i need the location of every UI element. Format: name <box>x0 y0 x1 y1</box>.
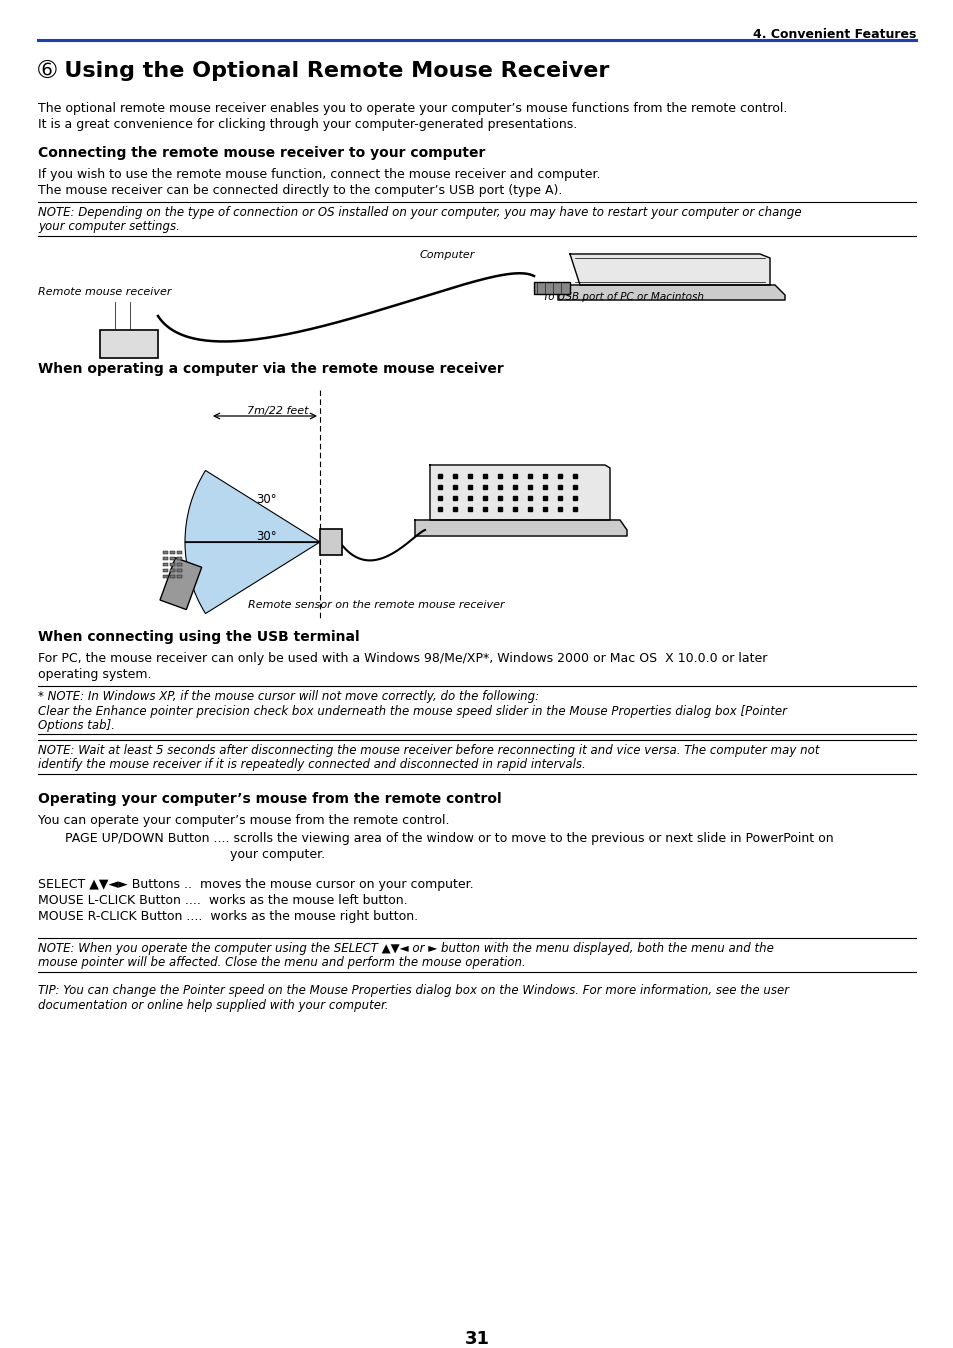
Text: your computer settings.: your computer settings. <box>38 220 180 233</box>
Text: identify the mouse receiver if it is repeatedly connected and disconnected in ra: identify the mouse receiver if it is rep… <box>38 758 585 771</box>
Text: Remote mouse receiver: Remote mouse receiver <box>38 287 172 297</box>
Bar <box>160 558 201 609</box>
Bar <box>177 569 182 572</box>
Text: To USB port of PC or Macintosh: To USB port of PC or Macintosh <box>542 293 703 302</box>
Text: mouse pointer will be affected. Close the menu and perform the mouse operation.: mouse pointer will be affected. Close th… <box>38 956 525 969</box>
Text: operating system.: operating system. <box>38 669 152 681</box>
Wedge shape <box>185 542 319 613</box>
Text: SELECT ▲▼◄► Buttons ..  moves the mouse cursor on your computer.: SELECT ▲▼◄► Buttons .. moves the mouse c… <box>38 878 473 891</box>
Bar <box>100 330 158 359</box>
Text: Clear the Enhance pointer precision check box underneath the mouse speed slider : Clear the Enhance pointer precision chec… <box>38 705 786 718</box>
Text: You can operate your computer’s mouse from the remote control.: You can operate your computer’s mouse fr… <box>38 814 449 828</box>
Text: If you wish to use the remote mouse function, connect the mouse receiver and com: If you wish to use the remote mouse func… <box>38 168 599 181</box>
Text: your computer.: your computer. <box>230 848 325 861</box>
Bar <box>163 569 168 572</box>
Text: Operating your computer’s mouse from the remote control: Operating your computer’s mouse from the… <box>38 793 501 806</box>
Text: 4. Convenient Features: 4. Convenient Features <box>752 28 915 40</box>
Text: It is a great convenience for clicking through your computer-generated presentat: It is a great convenience for clicking t… <box>38 119 577 131</box>
Text: When operating a computer via the remote mouse receiver: When operating a computer via the remote… <box>38 363 503 376</box>
Text: TIP: You can change the Pointer speed on the Mouse Properties dialog box on the : TIP: You can change the Pointer speed on… <box>38 984 788 998</box>
Bar <box>534 282 569 294</box>
Text: 31: 31 <box>464 1330 489 1348</box>
Bar <box>177 574 182 578</box>
Text: 30°: 30° <box>255 530 276 543</box>
Text: 7m/22 feet: 7m/22 feet <box>247 406 308 417</box>
Text: MOUSE L-CLICK Button ....  works as the mouse left button.: MOUSE L-CLICK Button .... works as the m… <box>38 894 407 907</box>
Polygon shape <box>558 284 784 301</box>
Bar <box>170 562 174 566</box>
Text: Connecting the remote mouse receiver to your computer: Connecting the remote mouse receiver to … <box>38 146 485 160</box>
Text: ➅ Using the Optional Remote Mouse Receiver: ➅ Using the Optional Remote Mouse Receiv… <box>38 61 609 81</box>
Text: Remote sensor on the remote mouse receiver: Remote sensor on the remote mouse receiv… <box>248 600 504 611</box>
Bar <box>163 562 168 566</box>
Text: 30°: 30° <box>255 493 276 506</box>
Bar <box>177 557 182 559</box>
Bar <box>170 557 174 559</box>
Polygon shape <box>430 465 609 520</box>
Bar <box>319 528 341 555</box>
Text: Computer: Computer <box>419 249 475 260</box>
Text: The optional remote mouse receiver enables you to operate your computer’s mouse : The optional remote mouse receiver enabl… <box>38 102 786 115</box>
Bar <box>177 562 182 566</box>
Polygon shape <box>569 253 769 284</box>
Bar <box>170 550 174 554</box>
Bar <box>170 574 174 578</box>
Wedge shape <box>185 470 319 542</box>
Text: The mouse receiver can be connected directly to the computer’s USB port (type A): The mouse receiver can be connected dire… <box>38 183 561 197</box>
Text: MOUSE R-CLICK Button ....  works as the mouse right button.: MOUSE R-CLICK Button .... works as the m… <box>38 910 417 923</box>
Bar <box>170 569 174 572</box>
Bar <box>163 557 168 559</box>
Text: NOTE: Wait at least 5 seconds after disconnecting the mouse receiver before reco: NOTE: Wait at least 5 seconds after disc… <box>38 744 819 758</box>
Text: documentation or online help supplied with your computer.: documentation or online help supplied wi… <box>38 999 388 1012</box>
Text: For PC, the mouse receiver can only be used with a Windows 98/Me/XP*, Windows 20: For PC, the mouse receiver can only be u… <box>38 652 766 665</box>
Text: Options tab].: Options tab]. <box>38 718 115 732</box>
Polygon shape <box>415 520 626 537</box>
Text: PAGE UP/DOWN Button .... scrolls the viewing area of the window or to move to th: PAGE UP/DOWN Button .... scrolls the vie… <box>65 832 833 845</box>
Text: NOTE: Depending on the type of connection or OS installed on your computer, you : NOTE: Depending on the type of connectio… <box>38 206 801 218</box>
Bar <box>163 574 168 578</box>
Bar <box>177 550 182 554</box>
Bar <box>163 550 168 554</box>
Text: When connecting using the USB terminal: When connecting using the USB terminal <box>38 630 359 644</box>
Text: * NOTE: In Windows XP, if the mouse cursor will not move correctly, do the follo: * NOTE: In Windows XP, if the mouse curs… <box>38 690 538 704</box>
Text: NOTE: When you operate the computer using the SELECT ▲▼◄ or ► button with the me: NOTE: When you operate the computer usin… <box>38 942 773 954</box>
